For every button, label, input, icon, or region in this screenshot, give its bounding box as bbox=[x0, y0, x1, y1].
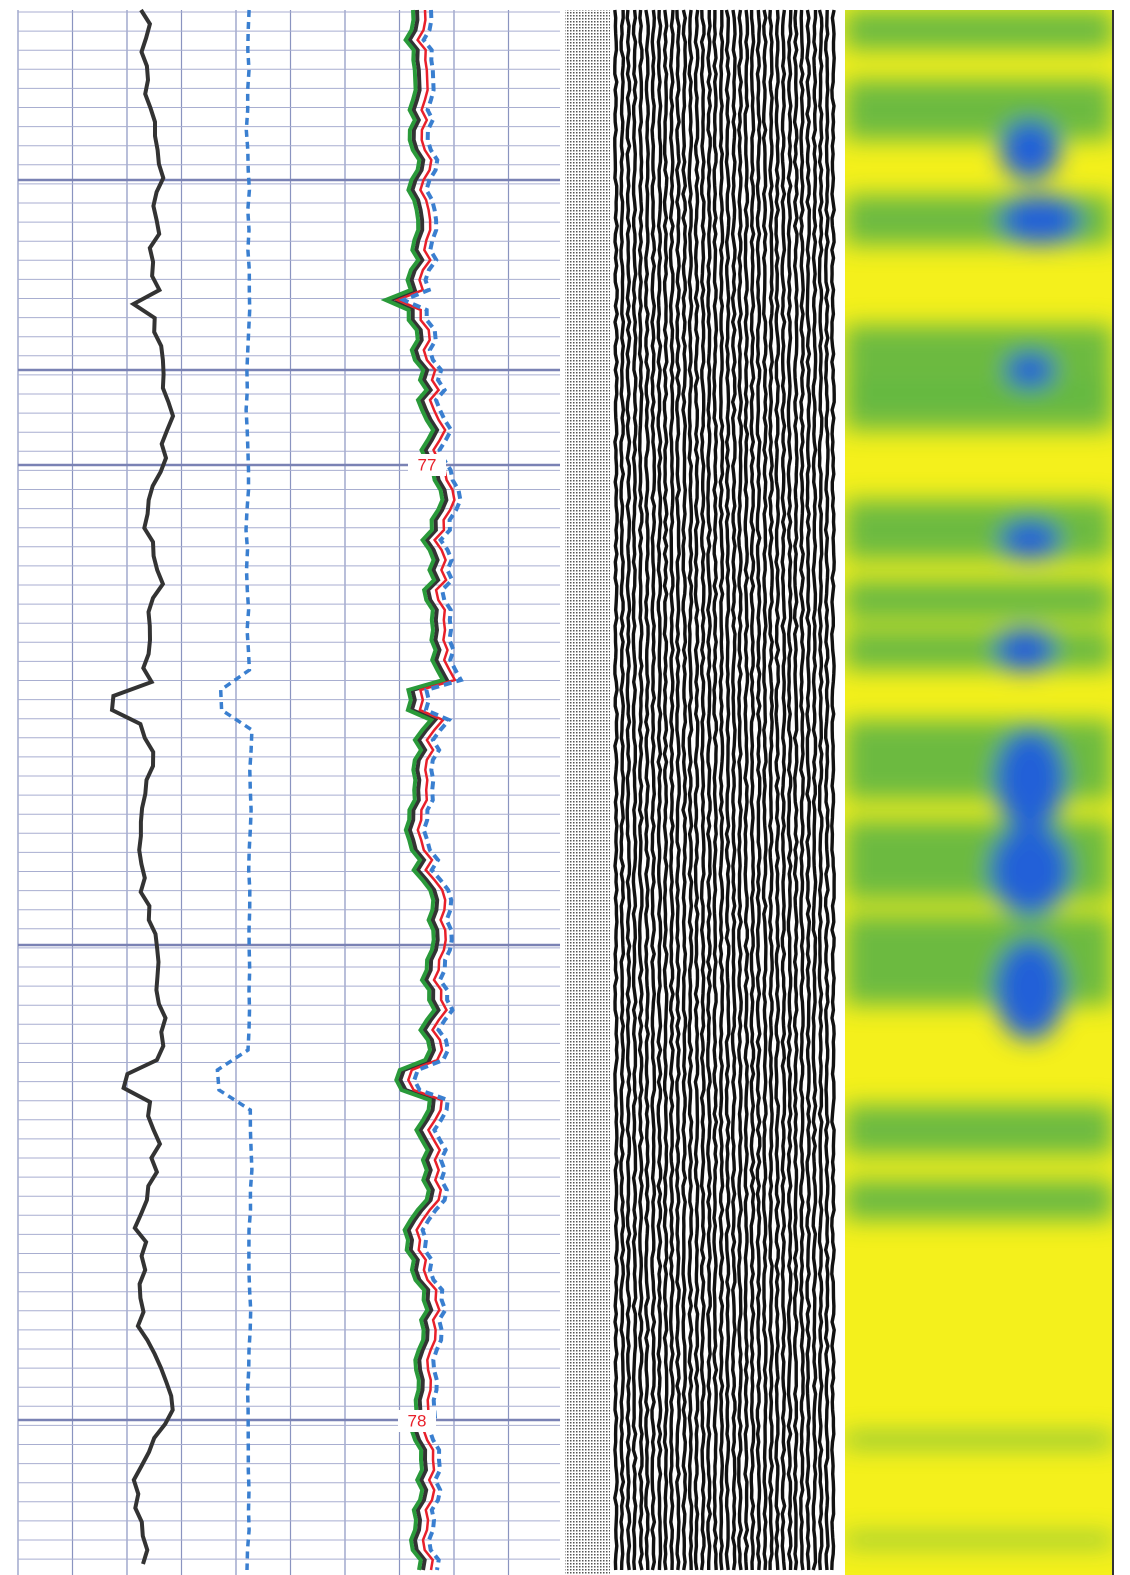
waveform bbox=[780, 9, 787, 1571]
waveform bbox=[675, 9, 681, 1571]
image-blob bbox=[995, 628, 1055, 672]
image-blob bbox=[1000, 120, 1060, 180]
waveform bbox=[706, 9, 712, 1570]
label-box bbox=[398, 1410, 436, 1432]
waveform bbox=[737, 9, 743, 1571]
image-band bbox=[845, 915, 1113, 1005]
image-band bbox=[845, 720, 1113, 800]
waveform bbox=[644, 9, 650, 1571]
waveform bbox=[749, 10, 756, 1571]
image-band bbox=[845, 10, 1113, 50]
image-band bbox=[845, 500, 1113, 560]
depth-label: 78 bbox=[398, 1410, 436, 1432]
waveform bbox=[774, 9, 781, 1571]
log-curve bbox=[398, 9, 464, 1571]
image-blob bbox=[1000, 195, 1080, 245]
waveform bbox=[637, 9, 644, 1571]
waveform bbox=[724, 9, 731, 1571]
waveform bbox=[619, 9, 626, 1571]
waveform bbox=[631, 9, 638, 1571]
image-band bbox=[845, 820, 1113, 900]
label-box bbox=[408, 454, 446, 476]
waveform bbox=[712, 10, 719, 1571]
log-curve bbox=[109, 8, 176, 1565]
dotted-strip bbox=[565, 10, 610, 1575]
depth-text: 77 bbox=[418, 455, 437, 474]
waveform bbox=[650, 9, 657, 1571]
image-blob bbox=[1000, 520, 1060, 560]
depth-text: 78 bbox=[408, 1411, 427, 1430]
waveform bbox=[693, 9, 700, 1571]
waveform bbox=[681, 9, 688, 1571]
image-band bbox=[845, 325, 1113, 395]
image-track bbox=[845, 10, 1113, 1575]
waveform bbox=[811, 10, 818, 1571]
log-curve bbox=[384, 9, 450, 1571]
waveform bbox=[823, 9, 830, 1571]
image-blob bbox=[990, 825, 1070, 915]
log-curve bbox=[394, 9, 457, 1571]
depth-label: 77 bbox=[408, 454, 446, 476]
waveform bbox=[786, 9, 793, 1571]
waveform bbox=[799, 9, 805, 1571]
waveform bbox=[625, 9, 632, 1571]
waveform bbox=[656, 9, 663, 1571]
waveform bbox=[730, 9, 737, 1571]
image-blob bbox=[1005, 352, 1055, 388]
image-blob bbox=[995, 730, 1065, 830]
waveform bbox=[817, 9, 824, 1571]
log-curve bbox=[380, 9, 446, 1571]
waveform bbox=[668, 9, 675, 1571]
waveform bbox=[830, 9, 836, 1571]
image-band bbox=[845, 1180, 1113, 1220]
waveform bbox=[718, 10, 725, 1571]
waveforms bbox=[613, 9, 836, 1571]
image-band bbox=[845, 80, 1113, 140]
image-band bbox=[845, 1434, 1113, 1446]
image-band bbox=[845, 390, 1113, 430]
waveform bbox=[743, 9, 750, 1571]
waveform bbox=[755, 9, 762, 1571]
waveform bbox=[662, 9, 669, 1571]
image-band bbox=[845, 1535, 1113, 1545]
waveform bbox=[761, 9, 768, 1571]
waveform bbox=[687, 9, 694, 1571]
log-curves bbox=[109, 8, 464, 1571]
image-band bbox=[845, 630, 1113, 670]
image-band bbox=[845, 1105, 1113, 1155]
waveform bbox=[613, 9, 619, 1571]
waveform bbox=[792, 9, 799, 1571]
waveform bbox=[805, 9, 812, 1571]
grid bbox=[17, 10, 560, 1575]
image-band bbox=[845, 580, 1113, 620]
waveform bbox=[768, 9, 774, 1570]
waveform bbox=[699, 9, 706, 1571]
image-blob bbox=[995, 940, 1065, 1040]
